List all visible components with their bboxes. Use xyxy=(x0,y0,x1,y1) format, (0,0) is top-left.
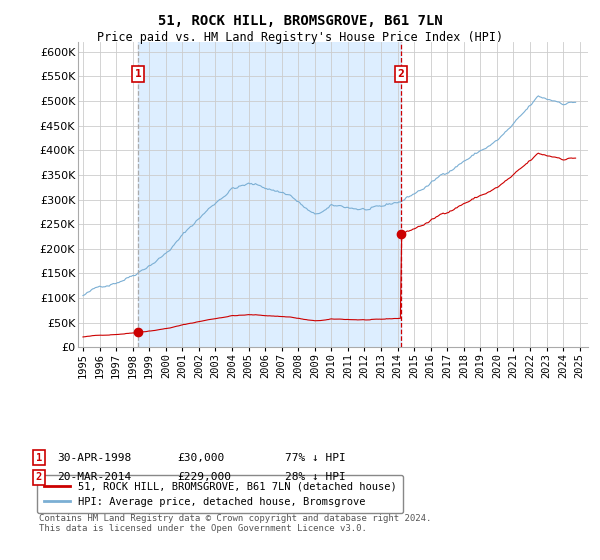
Text: 77% ↓ HPI: 77% ↓ HPI xyxy=(285,452,346,463)
Text: 28% ↓ HPI: 28% ↓ HPI xyxy=(285,472,346,482)
Text: 2: 2 xyxy=(36,472,42,482)
Text: £229,000: £229,000 xyxy=(177,472,231,482)
Text: 30-APR-1998: 30-APR-1998 xyxy=(57,452,131,463)
Legend: 51, ROCK HILL, BROMSGROVE, B61 7LN (detached house), HPI: Average price, detache: 51, ROCK HILL, BROMSGROVE, B61 7LN (deta… xyxy=(37,475,403,513)
Text: 20-MAR-2014: 20-MAR-2014 xyxy=(57,472,131,482)
Text: 2: 2 xyxy=(398,69,404,79)
Text: £30,000: £30,000 xyxy=(177,452,224,463)
Text: Price paid vs. HM Land Registry's House Price Index (HPI): Price paid vs. HM Land Registry's House … xyxy=(97,31,503,44)
Text: 1: 1 xyxy=(36,452,42,463)
Text: 51, ROCK HILL, BROMSGROVE, B61 7LN: 51, ROCK HILL, BROMSGROVE, B61 7LN xyxy=(158,14,442,28)
Bar xyxy=(138,42,401,347)
Text: Contains HM Land Registry data © Crown copyright and database right 2024.
This d: Contains HM Land Registry data © Crown c… xyxy=(39,514,431,533)
Text: 1: 1 xyxy=(135,69,142,79)
